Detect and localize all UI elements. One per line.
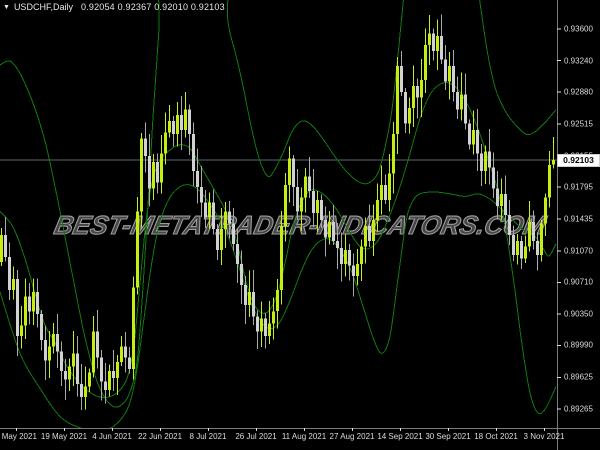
price-axis-label: 0.89265 [564, 404, 593, 414]
price-axis-label: 0.89990 [564, 340, 593, 350]
price-axis-label: 0.93240 [564, 56, 593, 66]
band-line-middle [0, 82, 557, 415]
time-axis-label: 30 Sep 2021 [425, 432, 471, 441]
time-axis-label: 3 May 2021 [0, 432, 37, 441]
current-price-flag: 0.92103 [557, 153, 600, 167]
time-axis-label: 18 Oct 2021 [474, 432, 518, 441]
chart-title-bar: ▼ USDCHF,Daily 0.92054 0.92367 0.92010 0… [3, 2, 225, 12]
price-axis-label: 0.90350 [564, 309, 593, 319]
time-axis-label: 14 Sep 2021 [377, 432, 423, 441]
time-axis-label: 26 Jul 2021 [235, 432, 277, 441]
time-axis-label: 8 Jul 2021 [189, 432, 227, 441]
price-axis-label: 0.90710 [564, 277, 593, 287]
time-axis-label: 27 Aug 2021 [329, 432, 375, 441]
symbol-period-label: USDCHF,Daily [13, 2, 73, 12]
time-axis-label: 3 Nov 2021 [523, 432, 565, 441]
ohlc-readout: 0.92054 0.92367 0.92010 0.92103 [80, 2, 225, 12]
price-axis-label: 0.91795 [564, 182, 593, 192]
price-axis-label: 0.92880 [564, 87, 593, 97]
price-axis-label: 0.89625 [564, 372, 593, 382]
collapse-triangle-icon: ▼ [3, 3, 10, 11]
time-axis-label: 4 Jun 2021 [92, 432, 132, 441]
band-line-outer [0, 0, 557, 408]
price-axis-label: 0.93600 [564, 24, 593, 34]
price-axis-label: 0.92515 [564, 119, 593, 129]
price-axis-label: 0.91435 [564, 214, 593, 224]
time-axis-label: 11 Aug 2021 [281, 432, 327, 441]
price-axis-label: 0.91070 [564, 246, 593, 256]
time-axis-label: 22 Jun 2021 [137, 432, 183, 441]
band-line-inner [0, 184, 557, 428]
time-axis-label: 19 May 2021 [40, 432, 88, 441]
